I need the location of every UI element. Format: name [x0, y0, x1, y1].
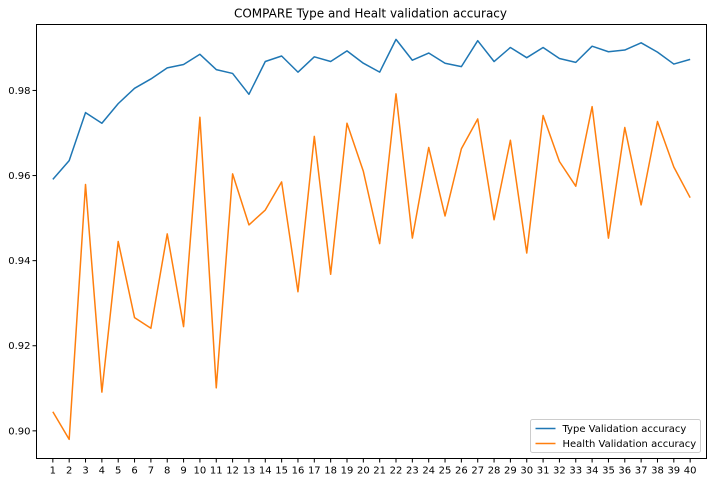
x-tick-label: 6 — [131, 466, 137, 477]
x-tick-label: 1 — [50, 466, 56, 477]
x-tick-label: 5 — [115, 466, 121, 477]
x-tick-label: 18 — [324, 466, 337, 477]
x-tick-label: 9 — [180, 466, 186, 477]
x-tick-label: 29 — [504, 466, 517, 477]
y-tick-label: 0.90 — [8, 426, 30, 437]
y-tick-label: 0.98 — [8, 86, 30, 97]
x-tick-label: 7 — [148, 466, 154, 477]
chart-title: COMPARE Type and Healt validation accura… — [234, 7, 507, 21]
y-tick-label: 0.96 — [8, 171, 30, 182]
x-tick-label: 10 — [194, 466, 207, 477]
x-tick-label: 16 — [292, 466, 305, 477]
x-tick-label: 23 — [406, 466, 419, 477]
series-line-type-validation-accuracy — [52, 38, 691, 180]
x-tick-label: 27 — [471, 466, 484, 477]
y-tick-label: 0.94 — [8, 256, 30, 267]
x-tick-label: 35 — [602, 466, 615, 477]
x-tick-label: 37 — [635, 466, 648, 477]
x-tick-label: 3 — [82, 466, 88, 477]
x-tick-label: 25 — [439, 466, 452, 477]
x-tick-label: 33 — [569, 466, 582, 477]
x-tick-label: 12 — [226, 466, 239, 477]
x-tick-label: 15 — [275, 466, 288, 477]
x-tick-label: 11 — [210, 466, 223, 477]
x-tick-label: 8 — [164, 466, 170, 477]
plot-frame — [36, 24, 707, 459]
legend-box — [530, 419, 701, 453]
x-tick-label: 38 — [651, 466, 664, 477]
plot-area: 1 2 3 4 5 6 7 8 9 10 11 12 13 14 15 16 17 18 19 20 21 22 23 24 2… — [8, 38, 697, 477]
y-tick-label: 0.92 — [8, 341, 30, 352]
x-tick-label: 32 — [553, 466, 566, 477]
x-tick-label: 13 — [243, 466, 256, 477]
x-tick-label: 39 — [667, 466, 680, 477]
x-tick-label: 34 — [586, 466, 599, 477]
x-tick-label: 19 — [341, 466, 354, 477]
x-tick-label: 36 — [618, 466, 631, 477]
x-tick-label: 40 — [684, 466, 697, 477]
x-tick-label: 20 — [357, 466, 370, 477]
x-tick-label: 31 — [537, 466, 550, 477]
x-tick-label: 4 — [99, 466, 105, 477]
x-tick-label: 28 — [488, 466, 501, 477]
legend-label: Type Validation accuracy — [562, 424, 687, 435]
series-line-health-validation-accuracy — [52, 93, 691, 441]
x-tick-label: 17 — [308, 466, 321, 477]
legend-label: Health Validation accuracy — [563, 439, 697, 450]
x-tick-label: 24 — [422, 466, 435, 477]
x-tick-label: 22 — [390, 466, 403, 477]
x-tick-label: 26 — [455, 466, 468, 477]
legend: Type Validation accuracy Health Validatio… — [530, 419, 701, 453]
x-tick-label: 14 — [259, 466, 272, 477]
x-tick-label: 2 — [66, 466, 72, 477]
x-tick-label: 21 — [373, 466, 386, 477]
x-tick-label: 30 — [520, 466, 533, 477]
